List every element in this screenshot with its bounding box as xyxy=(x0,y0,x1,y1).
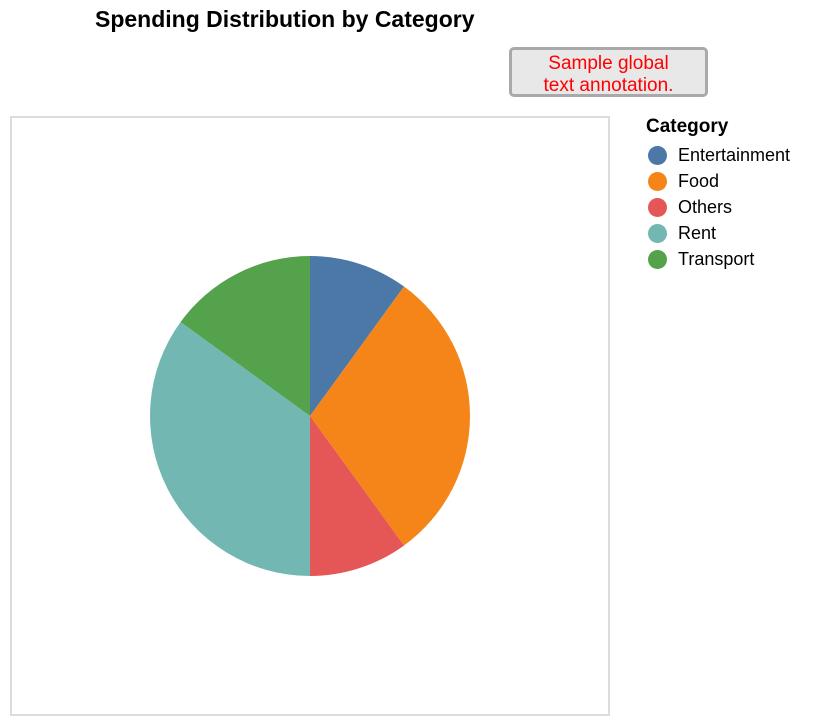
legend-swatch xyxy=(648,197,667,217)
legend-label: Entertainment xyxy=(678,144,791,165)
pie-slice-food xyxy=(310,286,471,546)
legend-label: Others xyxy=(678,196,733,217)
legend-swatch xyxy=(648,223,667,243)
annotation-line-1: Sample global xyxy=(548,53,669,74)
pie-slice-transport xyxy=(180,256,310,416)
annotation-line-2: text annotation. xyxy=(543,75,674,96)
legend-item-others: Others xyxy=(646,194,790,220)
legend-item-food: Food xyxy=(646,168,790,194)
legend-label: Food xyxy=(678,170,720,191)
legend-swatch xyxy=(648,171,667,191)
chart-title: Spending Distribution by Category xyxy=(95,6,475,32)
legend-item-transport: Transport xyxy=(646,246,790,272)
legend: Category Entertainment Food Others Rent Tran… xyxy=(646,114,790,272)
legend-item-entertainment: Entertainment xyxy=(646,142,790,168)
legend-label: Transport xyxy=(678,248,755,269)
pie-slice-entertainment xyxy=(310,256,405,416)
plot-area xyxy=(10,116,610,716)
pie-slice-others xyxy=(310,416,405,576)
legend-items: Entertainment Food Others Rent Transport xyxy=(646,142,790,272)
pie-chart xyxy=(149,256,471,576)
pie-slice-rent xyxy=(149,321,310,576)
legend-item-rent: Rent xyxy=(646,220,790,246)
legend-swatch xyxy=(648,145,667,165)
legend-swatch xyxy=(648,249,667,269)
global-text-annotation: Sample global text annotation. xyxy=(509,47,708,97)
legend-title: Category xyxy=(646,116,729,137)
legend-label: Rent xyxy=(678,222,717,243)
